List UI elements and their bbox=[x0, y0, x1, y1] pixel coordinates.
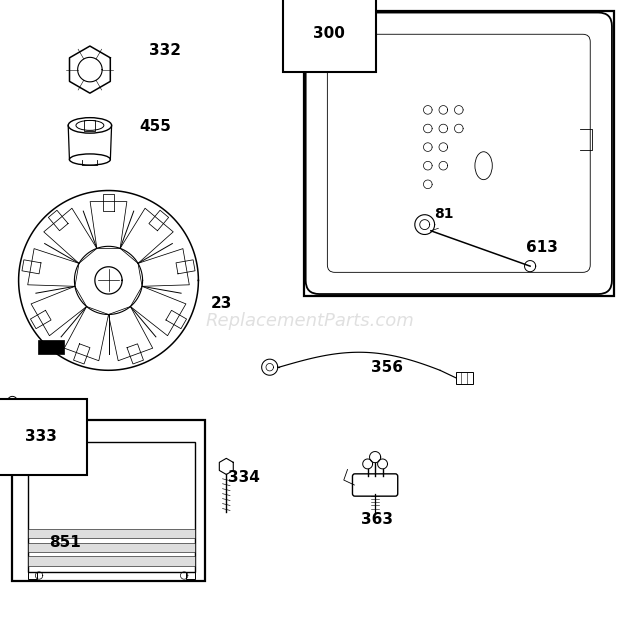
Text: 334: 334 bbox=[228, 470, 260, 485]
Text: 81: 81 bbox=[434, 208, 453, 221]
Text: 356: 356 bbox=[371, 360, 403, 374]
Text: 300: 300 bbox=[313, 26, 345, 42]
Polygon shape bbox=[28, 556, 195, 565]
Text: 23: 23 bbox=[211, 296, 232, 311]
Polygon shape bbox=[28, 529, 195, 538]
Text: 363: 363 bbox=[361, 512, 393, 527]
Text: 333: 333 bbox=[25, 429, 56, 444]
Text: 332: 332 bbox=[149, 43, 181, 58]
Text: ReplacementParts.com: ReplacementParts.com bbox=[206, 312, 414, 330]
Polygon shape bbox=[28, 543, 195, 552]
Text: 455: 455 bbox=[140, 119, 171, 134]
Polygon shape bbox=[38, 340, 64, 354]
Text: 851: 851 bbox=[50, 535, 81, 550]
Text: 613: 613 bbox=[526, 240, 557, 255]
